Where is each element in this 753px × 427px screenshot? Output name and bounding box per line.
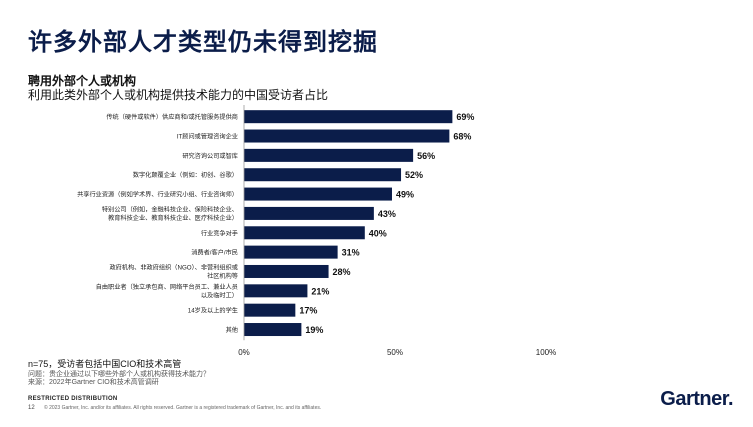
- bar-10: [244, 303, 296, 317]
- bar-5: [244, 206, 374, 220]
- page-number: 12: [28, 405, 35, 411]
- bar-value-label-5: 43%: [378, 209, 396, 219]
- category-label-6: 行业竞争对手: [201, 229, 238, 237]
- sample-note: n=75，受访者包括中国CIO和技术高管: [28, 359, 182, 369]
- bar-value-label-7: 31%: [342, 248, 360, 258]
- bar-3: [244, 168, 402, 182]
- category-label-2: 研究咨询公司或智库: [182, 152, 238, 160]
- gartner-logo: Gartner.: [660, 388, 733, 410]
- bar-value-label-1: 68%: [453, 132, 471, 142]
- x-tick-label-1: 50%: [387, 348, 403, 357]
- bar-value-label-8: 28%: [333, 267, 351, 277]
- chart-subtitle: 聘用外部个人或机构: [28, 74, 137, 88]
- survey-question: 问题：贵企业通过以下哪些外部个人或机构获得技术能力？: [28, 371, 210, 378]
- category-label-3: 数字化颠覆企业（例如：初创、谷歌）: [133, 171, 238, 179]
- bar-value-label-4: 49%: [396, 190, 414, 200]
- bar-1: [244, 129, 450, 143]
- category-label-7: 消费者/客户/市民: [191, 249, 238, 257]
- bar-value-label-0: 69%: [456, 112, 474, 122]
- category-label-11: 其他: [226, 326, 238, 334]
- category-label-1: IT顾问或管理咨询企业: [177, 133, 238, 141]
- bar-value-label-3: 52%: [405, 170, 423, 180]
- bar-chart: 69% 传统（硬件或软件）供应商和/或托管服务提供商 68% IT顾问或管理咨询企业 5…: [77, 105, 556, 357]
- x-tick-label-2: 100%: [536, 348, 556, 357]
- bar-2: [244, 148, 414, 162]
- bar-value-label-10: 17%: [299, 306, 317, 316]
- bar-value-label-6: 40%: [369, 228, 387, 238]
- category-label-10: 14岁及以上的学生: [188, 307, 238, 315]
- category-label-9: 自由职业者（独立承包商、网络平台员工、兼业人员以及临时工）: [96, 283, 238, 300]
- chart-description: 利用此类外部个人或机构提供技术能力的中国受访者占比: [28, 88, 329, 102]
- restricted-distribution: RESTRICTED DISTRIBUTION: [28, 396, 118, 402]
- page-title: 许多外部人才类型仍未得到挖掘: [28, 29, 378, 56]
- source-note: 来源：2022年Gartner CIO和技术高管调研: [28, 379, 159, 386]
- bar-9: [244, 284, 308, 298]
- bar-6: [244, 226, 365, 240]
- bar-4: [244, 187, 392, 201]
- bar-8: [244, 264, 329, 278]
- category-label-5: 特别公司（例如，金融科技企业、保险科技企业、教育科技企业、教育科技企业、医疗科技…: [102, 206, 238, 223]
- bar-11: [244, 323, 302, 337]
- bar-0: [244, 110, 453, 124]
- bar-value-label-9: 21%: [311, 286, 329, 296]
- copyright-text: © 2023 Gartner, Inc. and/or its affiliat…: [44, 405, 322, 411]
- category-label-0: 传统（硬件或软件）供应商和/或托管服务提供商: [106, 113, 238, 121]
- bar-7: [244, 245, 338, 259]
- bar-value-label-11: 19%: [305, 325, 323, 335]
- category-label-8: 政府机构、非政府组织（NGO）、非营利组织或社区机构等: [109, 264, 238, 281]
- category-label-4: 共享行业资源（例如学术界、行业研究小组、行业咨询师）: [77, 191, 238, 199]
- x-tick-label-0: 0%: [238, 348, 250, 357]
- bar-value-label-2: 56%: [417, 151, 435, 161]
